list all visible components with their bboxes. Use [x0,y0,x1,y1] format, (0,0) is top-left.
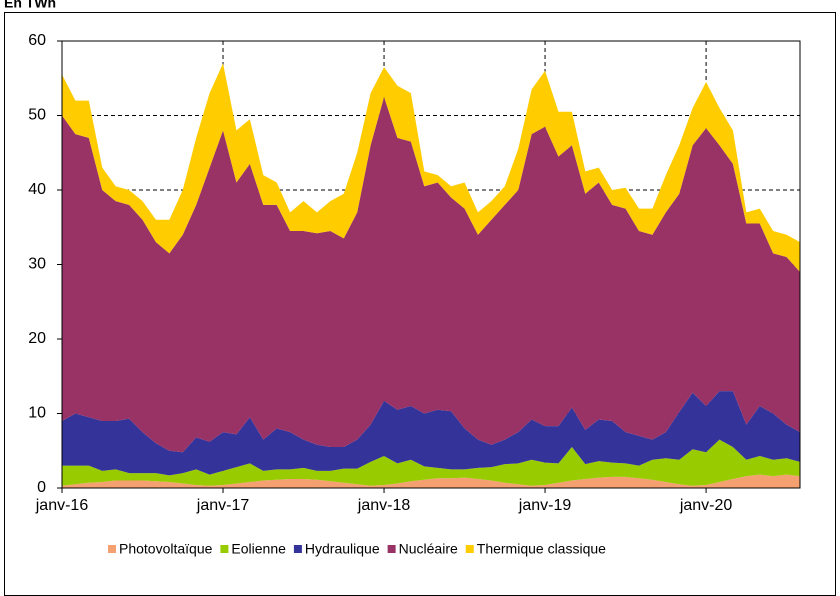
area [62,474,800,488]
x-tick-label: janv-17 [196,497,250,514]
x-tick-label: janv-19 [518,497,572,514]
x-tick-label: janv-16 [35,497,89,514]
area [62,391,800,476]
y-tick-label: 10 [28,405,46,422]
legend-text: Hydraulique [305,541,380,557]
legend-text: Eolienne [231,541,286,557]
legend-swatch [387,545,396,553]
x-tick-label: janv-20 [679,497,733,514]
x-tick-label: janv-18 [357,497,411,514]
y-tick-label: 20 [28,330,46,347]
chart-title: En TWh [4,0,56,11]
legend-swatch [220,545,229,553]
area [62,63,800,272]
legend-text: Photovoltaïque [119,541,213,557]
y-tick-label: 60 [28,32,46,49]
legend-swatch [465,545,474,553]
y-tick-label: 0 [37,479,46,496]
legend-text: Nucléaire [399,541,458,557]
y-tick-label: 30 [28,256,46,273]
legend-text: Thermique classique [477,541,606,557]
legend-swatch [108,545,116,553]
area [62,439,800,486]
area [62,96,800,453]
y-tick-label: 50 [28,107,46,124]
y-tick-label: 40 [28,181,46,198]
legend-swatch [293,545,302,553]
